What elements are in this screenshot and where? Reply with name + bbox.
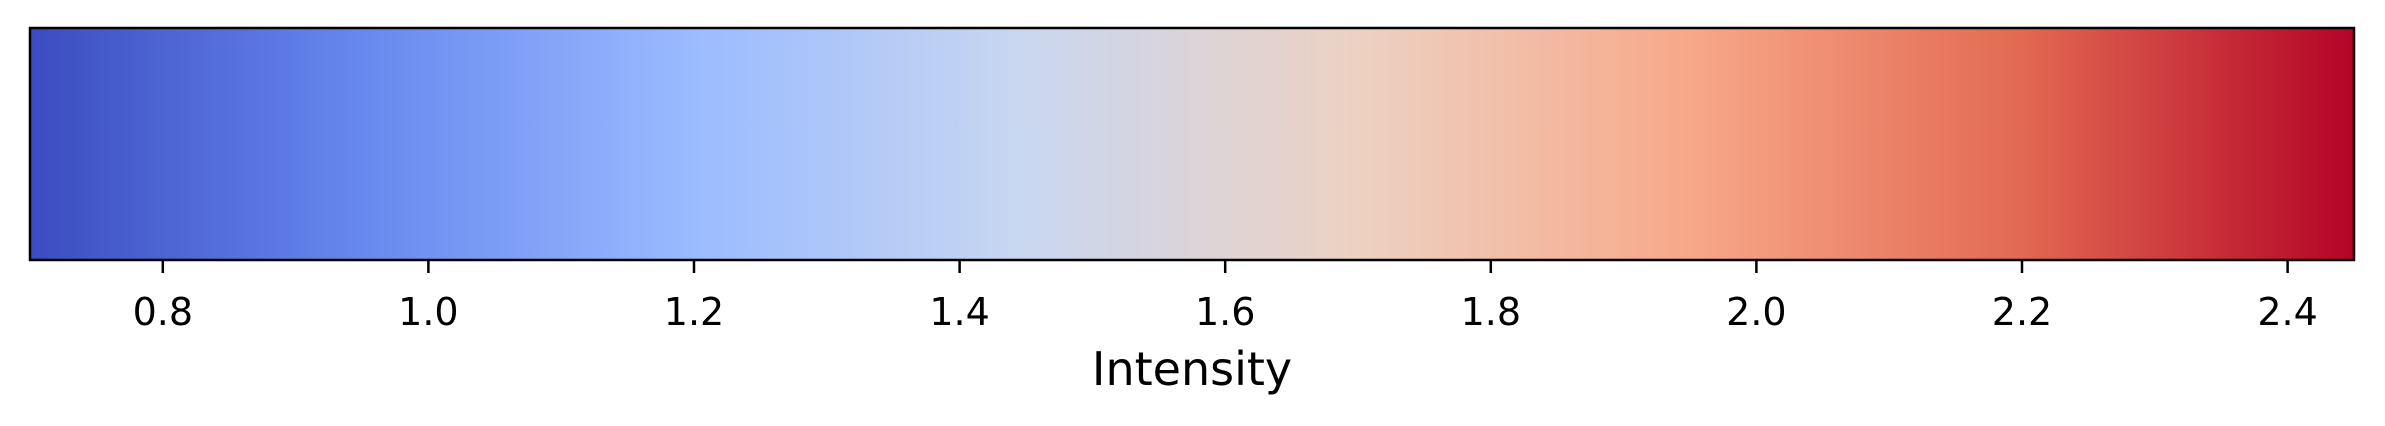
x-tick-label: 2.0 bbox=[1726, 290, 1786, 334]
x-tick-label: 1.2 bbox=[664, 290, 724, 334]
x-axis-ticks: 0.8 1.0 1.2 1.4 1.6 1.8 2.0 2.2 2.4 bbox=[133, 260, 2318, 334]
x-tick-label: 0.8 bbox=[133, 290, 193, 334]
x-tick-label: 1.0 bbox=[398, 290, 458, 334]
x-tick-label: 1.4 bbox=[929, 290, 989, 334]
colorbar-fill bbox=[30, 28, 2354, 260]
x-tick-label: 2.4 bbox=[2257, 290, 2317, 334]
x-tick-label: 1.8 bbox=[1461, 290, 1521, 334]
x-tick-label: 1.6 bbox=[1195, 290, 1255, 334]
x-tick-label: 2.2 bbox=[1992, 290, 2052, 334]
x-axis-label: Intensity bbox=[1092, 342, 1292, 396]
colorbar-frame bbox=[28, 26, 2356, 262]
